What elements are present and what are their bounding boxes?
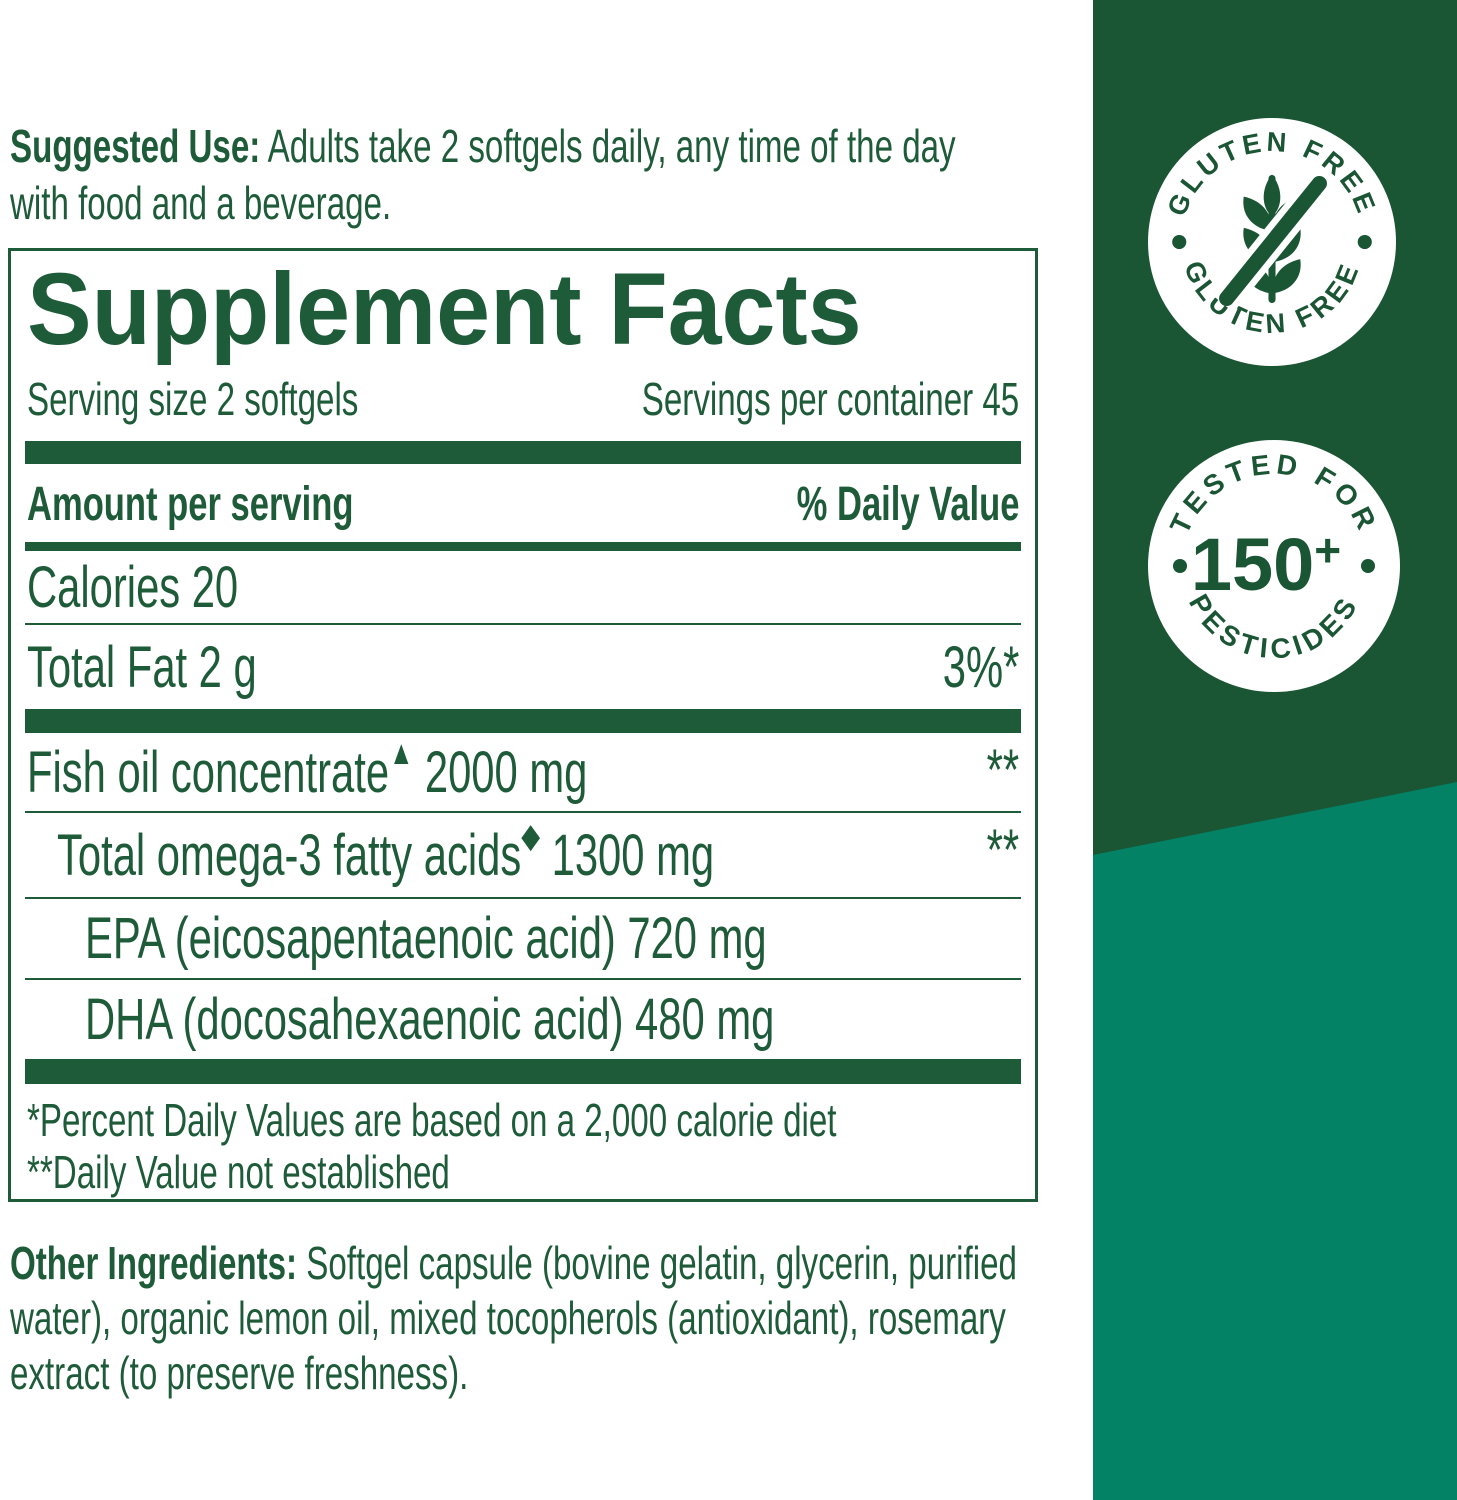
row-amount: 20: [191, 554, 239, 620]
row-amount: 1300 mg: [551, 822, 715, 888]
pesticides-count: 150+: [1191, 523, 1341, 606]
servings-per-container: Servings per container 45: [641, 373, 1019, 425]
suggested-use-body: Adults take 2 softgels daily, any time o…: [267, 120, 956, 172]
serving-size: Serving size 2 softgels: [27, 373, 359, 425]
table-header-row: Amount per serving % Daily Value: [11, 476, 1035, 532]
amount-per-serving-header: Amount per serving: [27, 477, 354, 531]
table-row-total-fat: Total Fat 2 g 3%*: [11, 625, 1035, 709]
row-amount: 2 g: [198, 634, 257, 700]
row-daily-value: **: [986, 818, 1019, 883]
serving-row: Serving size 2 softgels Servings per con…: [11, 373, 1035, 425]
row-name: Calories: [27, 554, 181, 620]
table-row-fish-oil: Fish oil concentrate▲ 2000 mg **: [11, 733, 1035, 811]
row-daily-value: **: [986, 738, 1019, 803]
row-name: EPA (eicosapentaenoic acid): [85, 906, 616, 971]
divider-bar: [25, 1059, 1021, 1084]
other-ingredients-label: Other Ingredients:: [10, 1237, 298, 1289]
row-name: Fish oil concentrate: [27, 739, 390, 805]
suggested-use-label: Suggested Use:: [10, 120, 261, 172]
table-row-calories: Calories 20: [11, 551, 1035, 623]
table-row-epa: EPA (eicosapentaenoic acid)720 mg **: [11, 899, 1035, 978]
row-amount: 720 mg: [627, 906, 767, 971]
suggested-use-text: Suggested Use: Adults take 2 softgels da…: [10, 118, 1090, 232]
row-name: DHA (docosahexaenoic acid): [85, 987, 624, 1052]
row-marker: ◆: [521, 816, 541, 855]
footnote-dv-not-established: **Daily Value not established: [27, 1146, 450, 1198]
badge-separator-dot: [1173, 559, 1187, 573]
supplement-facts-panel: Supplement Facts Serving size 2 softgels…: [8, 248, 1038, 1202]
divider-rule: [25, 811, 1021, 813]
table-row-dha: DHA (docosahexaenoic acid)480 mg **: [11, 980, 1035, 1059]
daily-value-header: % Daily Value: [796, 477, 1019, 531]
divider-rule: [25, 623, 1021, 625]
wheat-crossed-icon: [1211, 169, 1335, 313]
divider-bar: [25, 709, 1021, 733]
badge-separator-dot: [1357, 234, 1372, 250]
footnotes: *Percent Daily Values are based on a 2,0…: [27, 1094, 1035, 1198]
divider-bar: [25, 542, 1021, 551]
row-name: Total Fat: [27, 634, 188, 700]
divider-bar: [25, 441, 1021, 464]
row-amount: 2000 mg: [424, 739, 588, 805]
divider-rule: [25, 978, 1021, 980]
supplement-facts-title: Supplement Facts: [27, 252, 862, 366]
suggested-use-line-1: Suggested Use: Adults take 2 softgels da…: [10, 118, 1090, 175]
gluten-free-badge: GLUTEN FREE GLUTEN FREE: [1148, 118, 1396, 366]
badge-separator-dot: [1172, 234, 1187, 250]
other-ingredients-line-2: water), organic lemon oil, mixed tocophe…: [10, 1292, 1006, 1344]
other-ingredients-line-3: extract (to preserve freshness).: [10, 1347, 469, 1399]
other-ingredients-line-1: Other Ingredients: Softgel capsule (bovi…: [10, 1237, 1017, 1289]
table-row-omega3: Total omega-3 fatty acids◆ 1300 mg **: [11, 813, 1035, 897]
brand-band: GLUTEN FREE GLUTEN FREE: [1093, 0, 1457, 1500]
other-ingredients-text: Other Ingredients: Softgel capsule (bovi…: [10, 1236, 1090, 1401]
badge-separator-dot: [1361, 559, 1375, 573]
divider-rule: [25, 897, 1021, 899]
row-name: Total omega-3 fatty acids: [57, 822, 522, 888]
pesticides-badge: TESTED FOR PESTICIDES 150+: [1148, 440, 1400, 692]
footnote-daily-values: *Percent Daily Values are based on a 2,0…: [27, 1094, 837, 1146]
row-daily-value: 3%*: [942, 634, 1019, 700]
row-marker: ▲: [389, 733, 414, 772]
row-amount: 480 mg: [635, 987, 775, 1052]
suggested-use-line-2: with food and a beverage.: [10, 177, 392, 229]
